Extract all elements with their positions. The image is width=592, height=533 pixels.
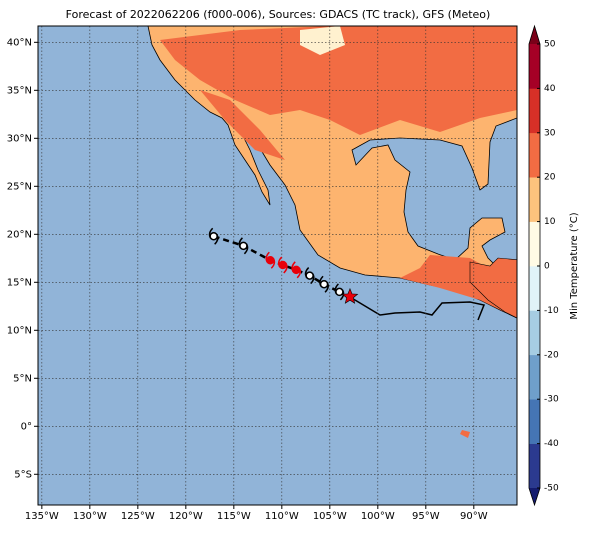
colorbar-bin — [529, 177, 540, 222]
colorbar-bin — [529, 310, 540, 356]
x-tick-label: 90°W — [460, 511, 488, 522]
track-point — [278, 260, 288, 270]
colorbar-tick-label: -50 — [544, 484, 559, 494]
x-tick-label: 120°W — [169, 511, 203, 522]
colorbar-tick-label: 20 — [544, 173, 556, 183]
track-point — [319, 279, 329, 289]
track-point — [305, 271, 314, 280]
colorbar-tick-label: -10 — [544, 306, 559, 316]
colorbar-bin — [529, 221, 540, 267]
track-point — [291, 265, 301, 275]
colorbar-tick-label: -20 — [544, 350, 559, 360]
colorbar-tick-label: -40 — [544, 439, 559, 449]
y-tick-label: 25°N — [7, 181, 32, 192]
colorbar-bin — [529, 354, 540, 400]
y-tick-label: 0° — [21, 421, 32, 432]
colorbar-bin — [529, 443, 540, 489]
track-point — [239, 241, 248, 251]
x-tick-label: 95°W — [412, 511, 440, 522]
colorbar-tick-label: 40 — [544, 84, 556, 94]
colorbar-bin — [529, 399, 540, 444]
colorbar-over — [529, 26, 540, 44]
frame — [37, 25, 518, 506]
y-tick-label: 40°N — [7, 37, 32, 48]
y-tick-label: 15°N — [7, 277, 32, 288]
x-tick-label: 105°W — [313, 511, 347, 522]
title: Forecast of 2022062206 (f000-006), Sourc… — [66, 8, 491, 21]
colorbar-bin — [529, 88, 540, 134]
y-tick-label: 30°N — [7, 133, 32, 144]
y-tick-label: 5°S — [14, 469, 32, 480]
colorbar-tick-label: 50 — [544, 40, 556, 50]
y-tick-label: 5°N — [13, 373, 32, 384]
colorbar-tick-label: 0 — [544, 262, 550, 272]
colorbar-tick-label: 10 — [544, 217, 556, 227]
x-tick-label: 110°W — [265, 511, 299, 522]
colorbar-bin — [529, 132, 540, 178]
land — [147, 26, 517, 438]
x-tick-label: 115°W — [217, 511, 251, 522]
y-tick-label: 35°N — [7, 85, 32, 96]
current-position — [341, 287, 359, 304]
x-tick-label: 125°W — [121, 511, 155, 522]
x-tick-label: 130°W — [73, 511, 107, 522]
colorbar-label: Min Temperature (°C) — [569, 212, 580, 319]
x-tick-label: 135°W — [25, 511, 59, 522]
colorbar-bin — [529, 266, 540, 311]
track-line — [213, 235, 340, 294]
track-point — [266, 255, 275, 265]
track-point — [335, 287, 344, 297]
y-tick-label: 10°N — [7, 325, 32, 336]
colorbar-tick-label: 30 — [544, 128, 556, 138]
y-tick-label: 20°N — [7, 229, 32, 240]
colorbar-tick-label: -30 — [544, 395, 559, 405]
track-point — [209, 231, 218, 241]
x-tick-label: 100°W — [361, 511, 395, 522]
colorbar-bin — [529, 44, 540, 89]
colorbar-under — [529, 488, 540, 505]
